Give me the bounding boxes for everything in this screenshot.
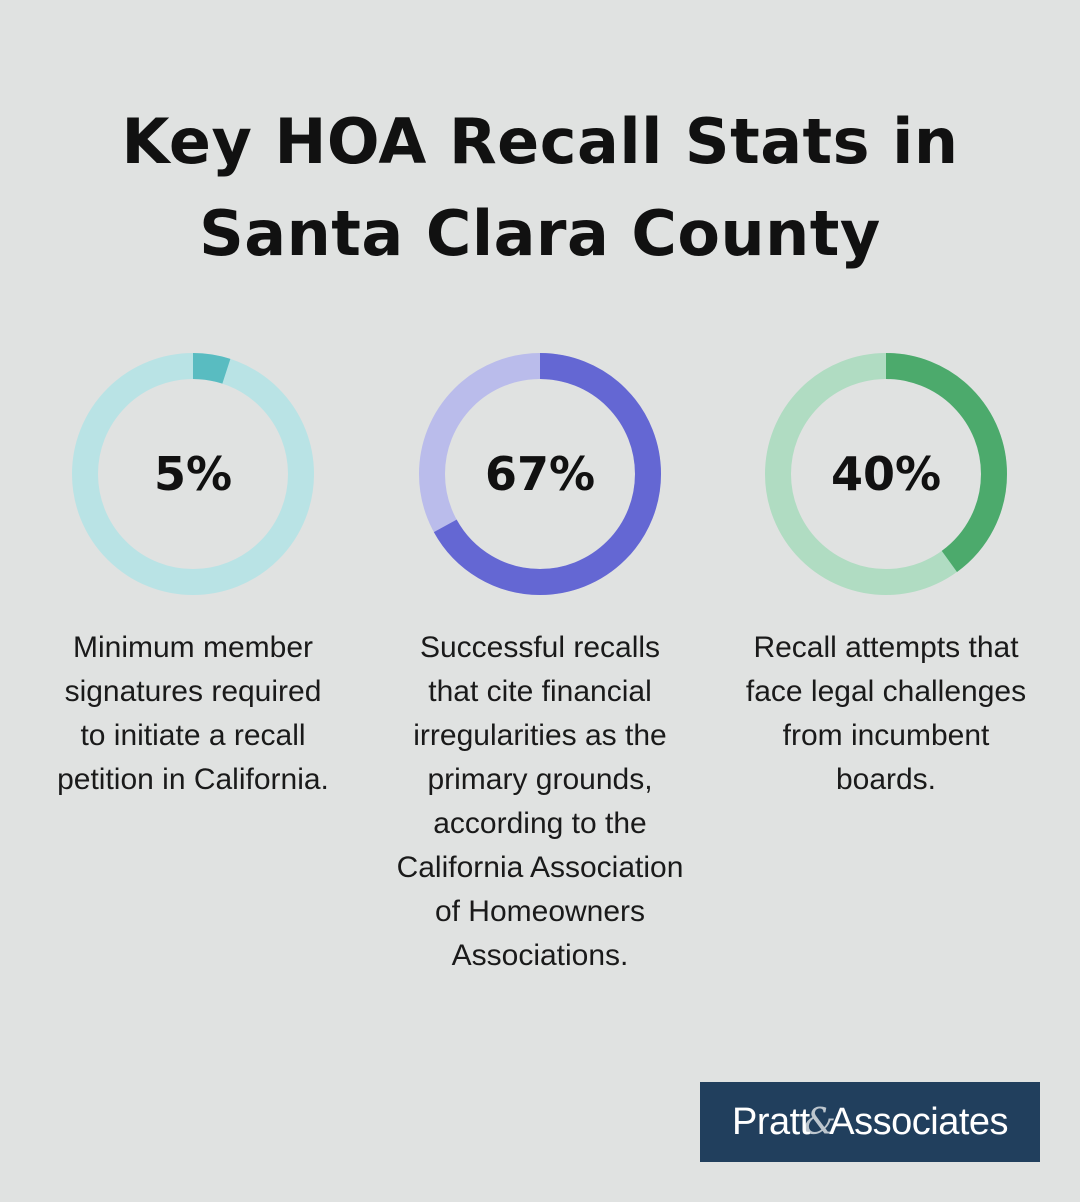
description-line: face legal challenges [745, 675, 1027, 708]
stat-percent-label: 40% [831, 447, 941, 501]
description-line: irregularities as the [413, 719, 667, 752]
stat-description: Successful recalls that cite financial i… [390, 626, 690, 978]
description-line: that cite financial [428, 675, 652, 708]
pratt-associates-logo: Pratt & Associates [700, 1082, 1040, 1162]
stat-percent-label: 67% [485, 447, 595, 501]
stat-percent-label: 5% [154, 447, 232, 501]
description-line: petition in California. [57, 763, 329, 796]
description-line: according to the [433, 807, 647, 840]
description-line: to initiate a recall [80, 719, 306, 752]
description-line: Minimum member [72, 631, 314, 664]
stat-card-2: 67% Successful recalls that cite financi… [390, 352, 690, 978]
logo-text-associates: Associates [829, 1100, 1009, 1143]
donut-value-arc [72, 353, 314, 595]
logo-ampersand: & [803, 1101, 836, 1143]
description-line: signatures required [64, 675, 322, 708]
donut-chart-1: 5% [72, 353, 314, 595]
title-line-1: Key HOA Recall Stats in [121, 105, 959, 178]
donut-value-arc [765, 353, 1007, 595]
description-line: from incumbent [782, 719, 990, 752]
stat-card-3: 40% Recall attempts that face legal chal… [736, 352, 1036, 802]
page-title: Key HOA Recall Stats in Santa Clara Coun… [0, 96, 1080, 280]
description-line: Successful recalls [419, 631, 661, 664]
donut-chart-3: 40% [765, 353, 1007, 595]
description-line: boards. [835, 763, 937, 796]
description-line: Associations. [451, 939, 629, 972]
stat-card-1: 5% Minimum member signatures required to… [43, 352, 343, 802]
description-line: of Homeowners [434, 895, 646, 928]
logo-text-pratt: Pratt [731, 1100, 810, 1143]
description-line: primary grounds, [427, 763, 653, 796]
stat-description: Minimum member signatures required to in… [43, 626, 343, 802]
donut-chart-2: 67% [419, 353, 661, 595]
title-line-2: Santa Clara County [199, 197, 881, 270]
donut-value-arc [419, 353, 661, 595]
description-line: Recall attempts that [753, 631, 1019, 664]
stat-description: Recall attempts that face legal challeng… [736, 626, 1036, 802]
description-line: California Association [396, 851, 684, 884]
